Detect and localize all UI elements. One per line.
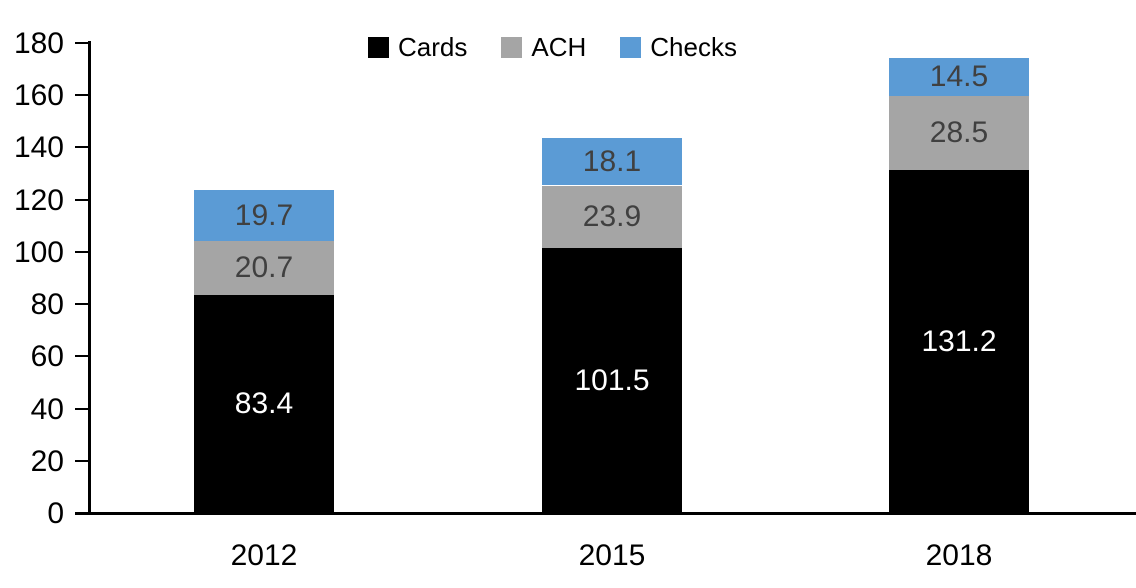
y-tick-label: 160 <box>13 79 64 112</box>
bar-segment-cards: 131.2 <box>889 170 1029 513</box>
y-tick-label: 60 <box>30 340 64 373</box>
y-tick-label: 0 <box>47 497 64 530</box>
value-label: 28.5 <box>929 116 989 149</box>
bar-segment-checks: 19.7 <box>194 190 334 241</box>
legend-label: ACH <box>531 32 587 62</box>
y-tick-label: 20 <box>30 445 64 478</box>
y-tick-mark <box>75 251 88 253</box>
x-category-label: 2012 <box>230 539 298 572</box>
legend-item-checks: Checks <box>620 34 737 60</box>
value-label: 18.1 <box>582 144 642 178</box>
legend-item-cards: Cards <box>368 34 467 60</box>
value-label: 20.7 <box>234 251 294 284</box>
y-tick-label: 120 <box>13 184 64 217</box>
bar-segment-ach: 20.7 <box>194 241 334 295</box>
legend-swatch-icon <box>368 36 389 58</box>
value-label: 14.5 <box>929 60 989 93</box>
legend-label: Checks <box>650 32 737 62</box>
legend-item-ach: ACH <box>501 34 586 60</box>
bar-segment-ach: 23.9 <box>542 186 682 248</box>
bar-segment-ach: 28.5 <box>889 96 1029 170</box>
y-tick-label: 100 <box>13 236 64 269</box>
y-tick-label: 40 <box>30 393 64 426</box>
bar-segment-checks: 14.5 <box>889 58 1029 96</box>
legend-label: Cards <box>398 32 468 62</box>
legend-swatch-icon <box>501 36 523 58</box>
y-tick-label: 180 <box>13 27 64 60</box>
y-tick-mark <box>75 408 88 410</box>
legend-swatch-icon <box>620 36 642 58</box>
y-tick-mark <box>75 146 88 148</box>
y-tick-label: 140 <box>13 131 64 164</box>
y-tick-label: 80 <box>30 288 64 321</box>
bar-segment-checks: 18.1 <box>542 138 682 185</box>
value-label: 19.7 <box>234 198 294 232</box>
bar-segment-cards: 101.5 <box>542 248 682 513</box>
value-label: 83.4 <box>234 387 294 420</box>
bar-segment-cards: 83.4 <box>194 295 334 513</box>
x-axis-line <box>75 512 1136 515</box>
y-tick-mark <box>75 303 88 305</box>
x-category-label: 2018 <box>925 539 993 572</box>
y-tick-mark <box>75 460 88 462</box>
y-tick-mark <box>75 42 88 44</box>
y-tick-mark <box>75 94 88 96</box>
value-label: 101.5 <box>574 363 650 397</box>
y-tick-mark <box>75 355 88 357</box>
value-label: 131.2 <box>921 324 997 358</box>
y-tick-mark <box>75 199 88 201</box>
value-label: 23.9 <box>582 200 642 233</box>
y-axis-line <box>88 41 91 515</box>
legend: Cards ACH Checks <box>368 34 737 60</box>
x-category-label: 2015 <box>578 539 646 572</box>
